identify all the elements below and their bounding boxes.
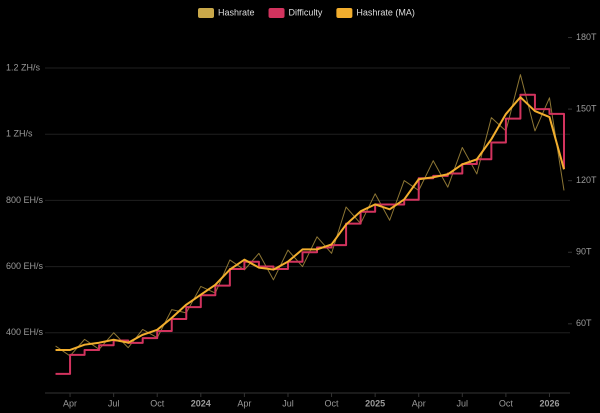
x-tick-label: Oct [150, 398, 165, 408]
x-tick-label: Apr [237, 398, 251, 408]
x-tick-label: 2024 [191, 398, 211, 408]
legend-swatch [268, 8, 285, 18]
y-tick-label: 600 EH/s [6, 261, 44, 271]
y-tick-label: 1.2 ZH/s [6, 62, 41, 72]
x-tick-label: 2026 [539, 398, 559, 408]
y2-tick-label: 120T [576, 175, 597, 185]
x-tick-label: Apr [63, 398, 77, 408]
y2-tick-label: 180T [576, 32, 597, 42]
legend-item[interactable]: Hashrate (MA) [336, 7, 415, 18]
series-line [55, 74, 565, 357]
y-tick-label: 1 ZH/s [6, 129, 33, 139]
x-tick-label: Oct [499, 398, 514, 408]
legend-label: Hashrate [218, 7, 255, 17]
x-tick-label: Oct [325, 398, 340, 408]
legend-item[interactable]: Difficulty [268, 7, 323, 18]
y-tick-label: 400 EH/s [6, 327, 44, 337]
legend-swatch [336, 8, 353, 18]
x-tick-label: 2025 [365, 398, 385, 408]
legend-swatch [198, 8, 214, 18]
x-tick-label: Jul [282, 398, 294, 408]
legend-label: Hashrate (MA) [356, 7, 415, 17]
x-tick-label: Apr [412, 398, 426, 408]
y-tick-label: 800 EH/s [6, 195, 44, 205]
y2-tick-label: 90T [576, 247, 592, 257]
x-tick-label: Jul [108, 398, 120, 408]
x-tick-label: Jul [457, 398, 469, 408]
y2-tick-label: 150T [576, 103, 597, 113]
legend-label: Difficulty [289, 7, 323, 17]
legend-item[interactable]: Hashrate [198, 7, 255, 18]
series-line [55, 93, 565, 375]
series-line [55, 96, 565, 351]
y2-tick-label: 60T [576, 318, 592, 328]
